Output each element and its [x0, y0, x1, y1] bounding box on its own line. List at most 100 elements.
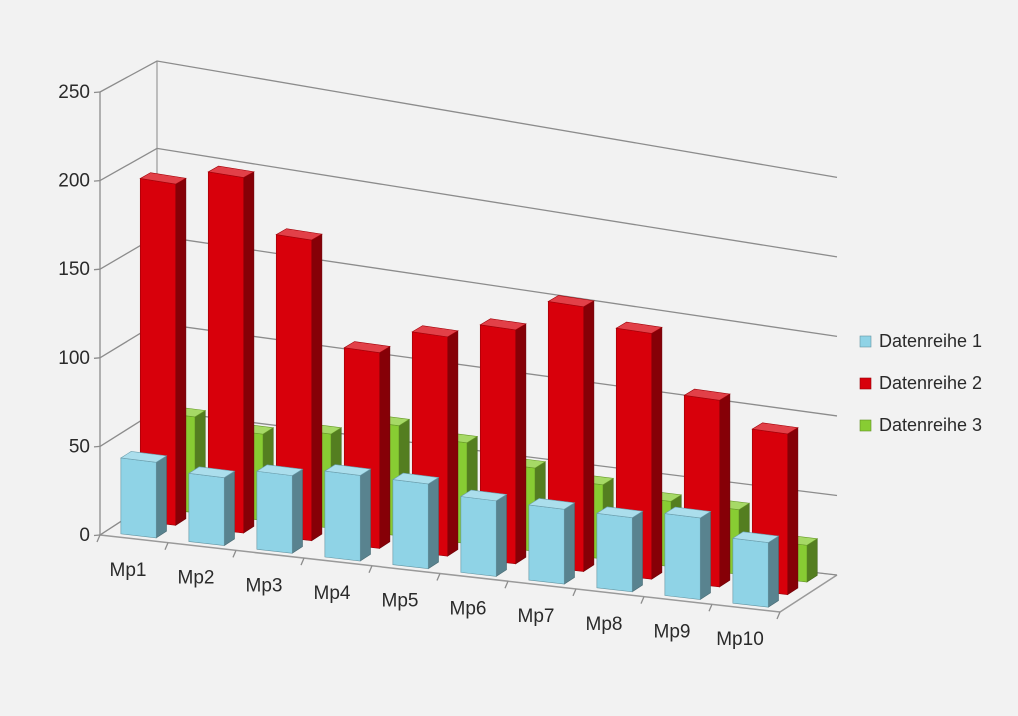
legend-entry: Datenreihe 1: [859, 331, 982, 351]
legend-label: Datenreihe 1: [879, 331, 982, 351]
x-tick-label: Mp5: [382, 591, 419, 612]
bar-top-face: [324, 464, 372, 476]
bar-top-face: [188, 466, 236, 478]
bar-front-face: [392, 479, 429, 570]
bar-top-face: [751, 422, 799, 435]
x-tick-label: Mp9: [654, 621, 691, 642]
y-tick-label: 100: [58, 348, 90, 369]
legend: Datenreihe 1 Datenreihe 2 Datenreihe 3: [859, 331, 982, 435]
bar-side-face: [495, 493, 507, 577]
bar-top-face: [392, 472, 440, 485]
bar-top-face: [343, 341, 391, 353]
bar-top-face: [528, 498, 576, 510]
bar-side-face: [359, 468, 371, 562]
gridline: [99, 60, 838, 178]
bars: [120, 165, 819, 608]
bar-side-face: [699, 510, 711, 601]
bar-top-face: [664, 506, 712, 519]
bar-top-face: [596, 506, 644, 519]
bar-side-face: [651, 326, 663, 580]
x-tick-label: Mp10: [716, 629, 764, 650]
bar: [324, 464, 372, 562]
x-tick-mark: [232, 550, 237, 558]
bar: [188, 466, 236, 547]
bar-side-face: [767, 535, 779, 608]
bar: [596, 506, 644, 593]
bar-front-face: [664, 513, 701, 600]
bar-top-face: [732, 531, 780, 543]
x-tick-label: Mp4: [314, 583, 351, 604]
y-tick-label: 50: [69, 436, 90, 457]
x-tick-label: Mp6: [450, 598, 487, 619]
bar-top-face: [615, 321, 663, 334]
x-tick-mark: [436, 573, 441, 581]
y-tick-label: 250: [58, 82, 90, 103]
bar-side-face: [719, 393, 731, 588]
y-tick-mark: [93, 268, 101, 271]
bar-top-face: [120, 451, 168, 463]
x-tick-mark: [164, 542, 169, 550]
y-tick-mark: [93, 179, 101, 182]
y-tick-label: 150: [58, 259, 90, 280]
legend-swatch: [859, 377, 872, 390]
bar-top-face: [207, 165, 255, 178]
bar-side-face: [515, 323, 527, 565]
x-tick-mark: [96, 534, 101, 543]
bar-side-face: [243, 171, 255, 534]
legend-swatch: [859, 335, 872, 348]
bar-side-face: [223, 470, 235, 547]
x-tick-mark: [640, 596, 645, 604]
legend-label: Datenreihe 3: [879, 415, 982, 435]
bar: [256, 464, 304, 554]
bar: [275, 228, 323, 542]
y-tick-label: 200: [58, 171, 90, 192]
bar: [732, 531, 780, 608]
y-tick-mark: [93, 91, 101, 94]
x-tick-mark: [504, 580, 509, 589]
bar-front-face: [732, 537, 769, 608]
bar-top-face: [479, 318, 527, 331]
bar: [528, 498, 576, 585]
bar: [460, 489, 508, 577]
bar-top-face: [256, 464, 304, 476]
bar-front-face: [528, 504, 565, 585]
x-tick-mark: [572, 588, 577, 597]
legend-entry: Datenreihe 2: [859, 373, 982, 393]
x-tick-label: Mp1: [110, 560, 147, 581]
x-tick-mark: [708, 604, 713, 612]
x-tick-mark: [368, 565, 373, 574]
bar-front-face: [256, 470, 293, 554]
y-tick-label: 0: [79, 525, 90, 546]
x-tick-mark: [776, 611, 781, 620]
bar-side-face: [379, 345, 391, 549]
x-axis: Mp1 Mp2 Mp3 Mp4 Mp5 Mp6 Mp7 Mp8 Mp9 Mp10: [96, 534, 781, 650]
bar-top-face: [411, 325, 459, 338]
bar-top-face: [139, 172, 187, 185]
bar-top-face: [683, 388, 731, 401]
y-tick-mark: [93, 445, 101, 448]
x-tick-label: Mp8: [586, 614, 623, 635]
legend-label: Datenreihe 2: [879, 373, 982, 393]
bar: [392, 472, 440, 570]
x-tick-label: Mp7: [518, 606, 555, 627]
bar-side-face: [175, 177, 187, 526]
bar-side-face: [155, 455, 167, 539]
bar-side-face: [583, 300, 595, 573]
bar-side-face: [631, 510, 643, 593]
bar: [120, 451, 168, 539]
bar-side-face: [787, 427, 799, 596]
y-tick-mark: [93, 357, 101, 359]
bar-front-face: [460, 496, 497, 577]
bar-front-face: [596, 512, 633, 593]
bar-top-face: [547, 295, 595, 308]
bar-front-face: [324, 470, 361, 562]
floor-right-edge: [779, 574, 838, 613]
x-tick-label: Mp3: [246, 575, 283, 596]
bar-side-face: [427, 476, 439, 570]
bar-top-face: [275, 228, 323, 241]
bar-side-face: [806, 538, 818, 583]
x-tick-mark: [300, 557, 305, 566]
bar-top-face: [460, 489, 508, 502]
